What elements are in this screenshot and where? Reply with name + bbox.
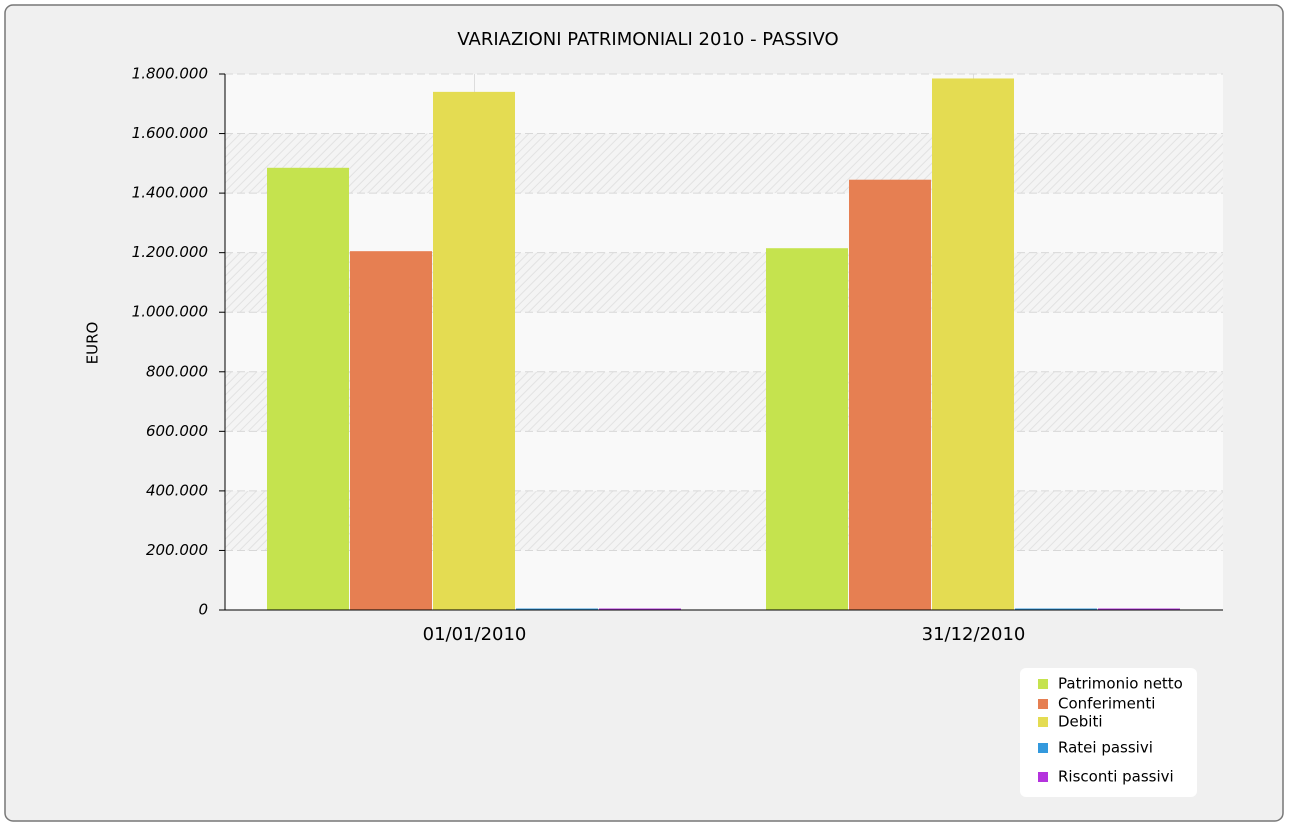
- y-tick-label: 1.400.000: [132, 184, 208, 202]
- legend-label: Debiti: [1058, 713, 1103, 731]
- y-tick-label: 1.800.000: [132, 65, 208, 83]
- x-tick-label: 01/01/2010: [423, 624, 527, 645]
- bar: [433, 91, 515, 610]
- bar: [1015, 608, 1097, 610]
- bar: [766, 248, 848, 610]
- y-tick-label: 1.600.000: [132, 124, 208, 142]
- chart-title: VARIAZIONI PATRIMONIALI 2010 - PASSIVO: [457, 29, 838, 50]
- legend-label: Patrimonio netto: [1058, 675, 1183, 693]
- y-tick-label: 200.000: [146, 541, 208, 559]
- legend-swatch: [1038, 679, 1048, 689]
- bar: [849, 179, 931, 610]
- legend-swatch: [1038, 772, 1048, 782]
- bar: [932, 78, 1014, 610]
- y-tick-label: 800.000: [146, 362, 208, 380]
- legend-label: Risconti passivi: [1058, 768, 1174, 786]
- legend-box: [1020, 668, 1197, 797]
- y-tick-label: 0: [198, 601, 208, 619]
- legend-swatch: [1038, 699, 1048, 709]
- grid-band: [225, 133, 1223, 194]
- bar: [1098, 608, 1180, 610]
- legend-swatch: [1038, 743, 1048, 753]
- legend-label: Ratei passivi: [1058, 739, 1153, 757]
- y-tick-label: 600.000: [146, 422, 208, 440]
- bar: [599, 608, 681, 610]
- bar: [516, 608, 598, 610]
- y-axis-label: EURO: [84, 322, 102, 365]
- y-tick-label: 1.200.000: [132, 243, 208, 261]
- y-tick-label: 400.000: [146, 481, 208, 499]
- y-tick-label: 1.000.000: [132, 303, 208, 321]
- legend-swatch: [1038, 717, 1048, 727]
- legend-label: Conferimenti: [1058, 695, 1155, 713]
- x-tick-label: 31/12/2010: [922, 624, 1026, 645]
- bar: [267, 167, 349, 611]
- bar: [350, 251, 432, 610]
